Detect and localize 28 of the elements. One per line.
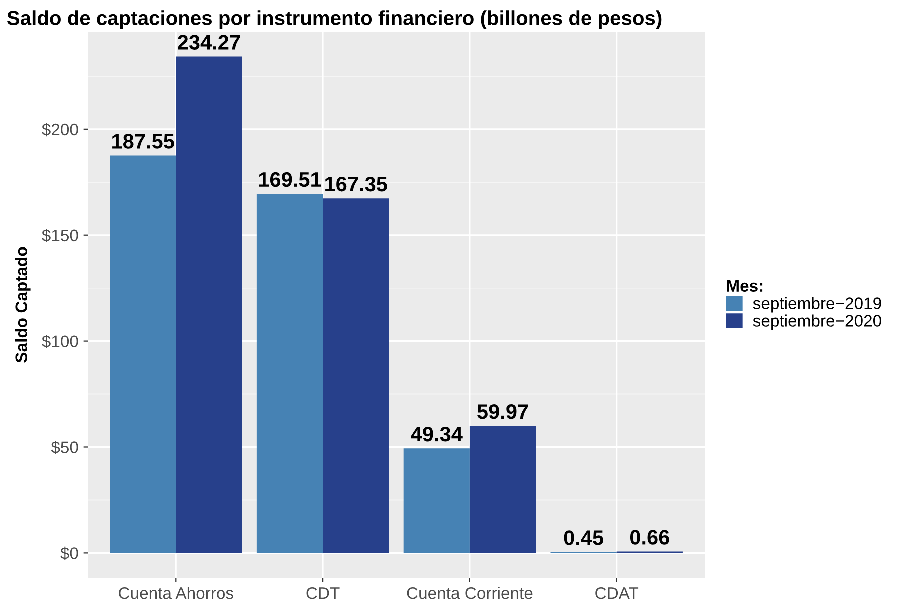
- legend-label: septiembre−2019: [753, 297, 882, 313]
- y-tick-label: $100: [42, 335, 78, 348]
- x-tick-label: Cuenta Ahorros: [119, 587, 234, 600]
- data-label: 187.55: [112, 134, 174, 149]
- chart-title: Saldo de captaciones por instrumento financiero (billones de pesos): [7, 10, 662, 30]
- y-tick-label: $200: [42, 123, 78, 137]
- data-label: 234.27: [178, 35, 240, 50]
- x-tick-label: CDAT: [596, 587, 639, 600]
- bar: [323, 198, 390, 554]
- y-tick-label: $50: [51, 440, 78, 454]
- y-tick-label: $0: [60, 546, 78, 560]
- legend-title: Mes:: [727, 280, 763, 292]
- bar: [176, 56, 242, 554]
- data-label: 0.66: [630, 530, 670, 545]
- data-label: 49.34: [411, 427, 463, 442]
- data-label: 167.35: [326, 176, 388, 192]
- data-label: 59.97: [478, 404, 528, 420]
- x-tick-label: CDT: [306, 587, 340, 600]
- data-label: 169.51: [259, 172, 322, 188]
- y-tick-label: $150: [42, 229, 78, 243]
- legend-label: septiembre−2020: [753, 314, 882, 330]
- bar: [256, 194, 324, 554]
- x-tick-label: Cuenta Corriente: [407, 587, 533, 600]
- bar: [470, 426, 536, 554]
- bar: [404, 448, 470, 554]
- y-axis-title: Saldo Captado: [15, 247, 31, 363]
- data-label: 0.45: [564, 530, 604, 546]
- bar: [110, 156, 176, 554]
